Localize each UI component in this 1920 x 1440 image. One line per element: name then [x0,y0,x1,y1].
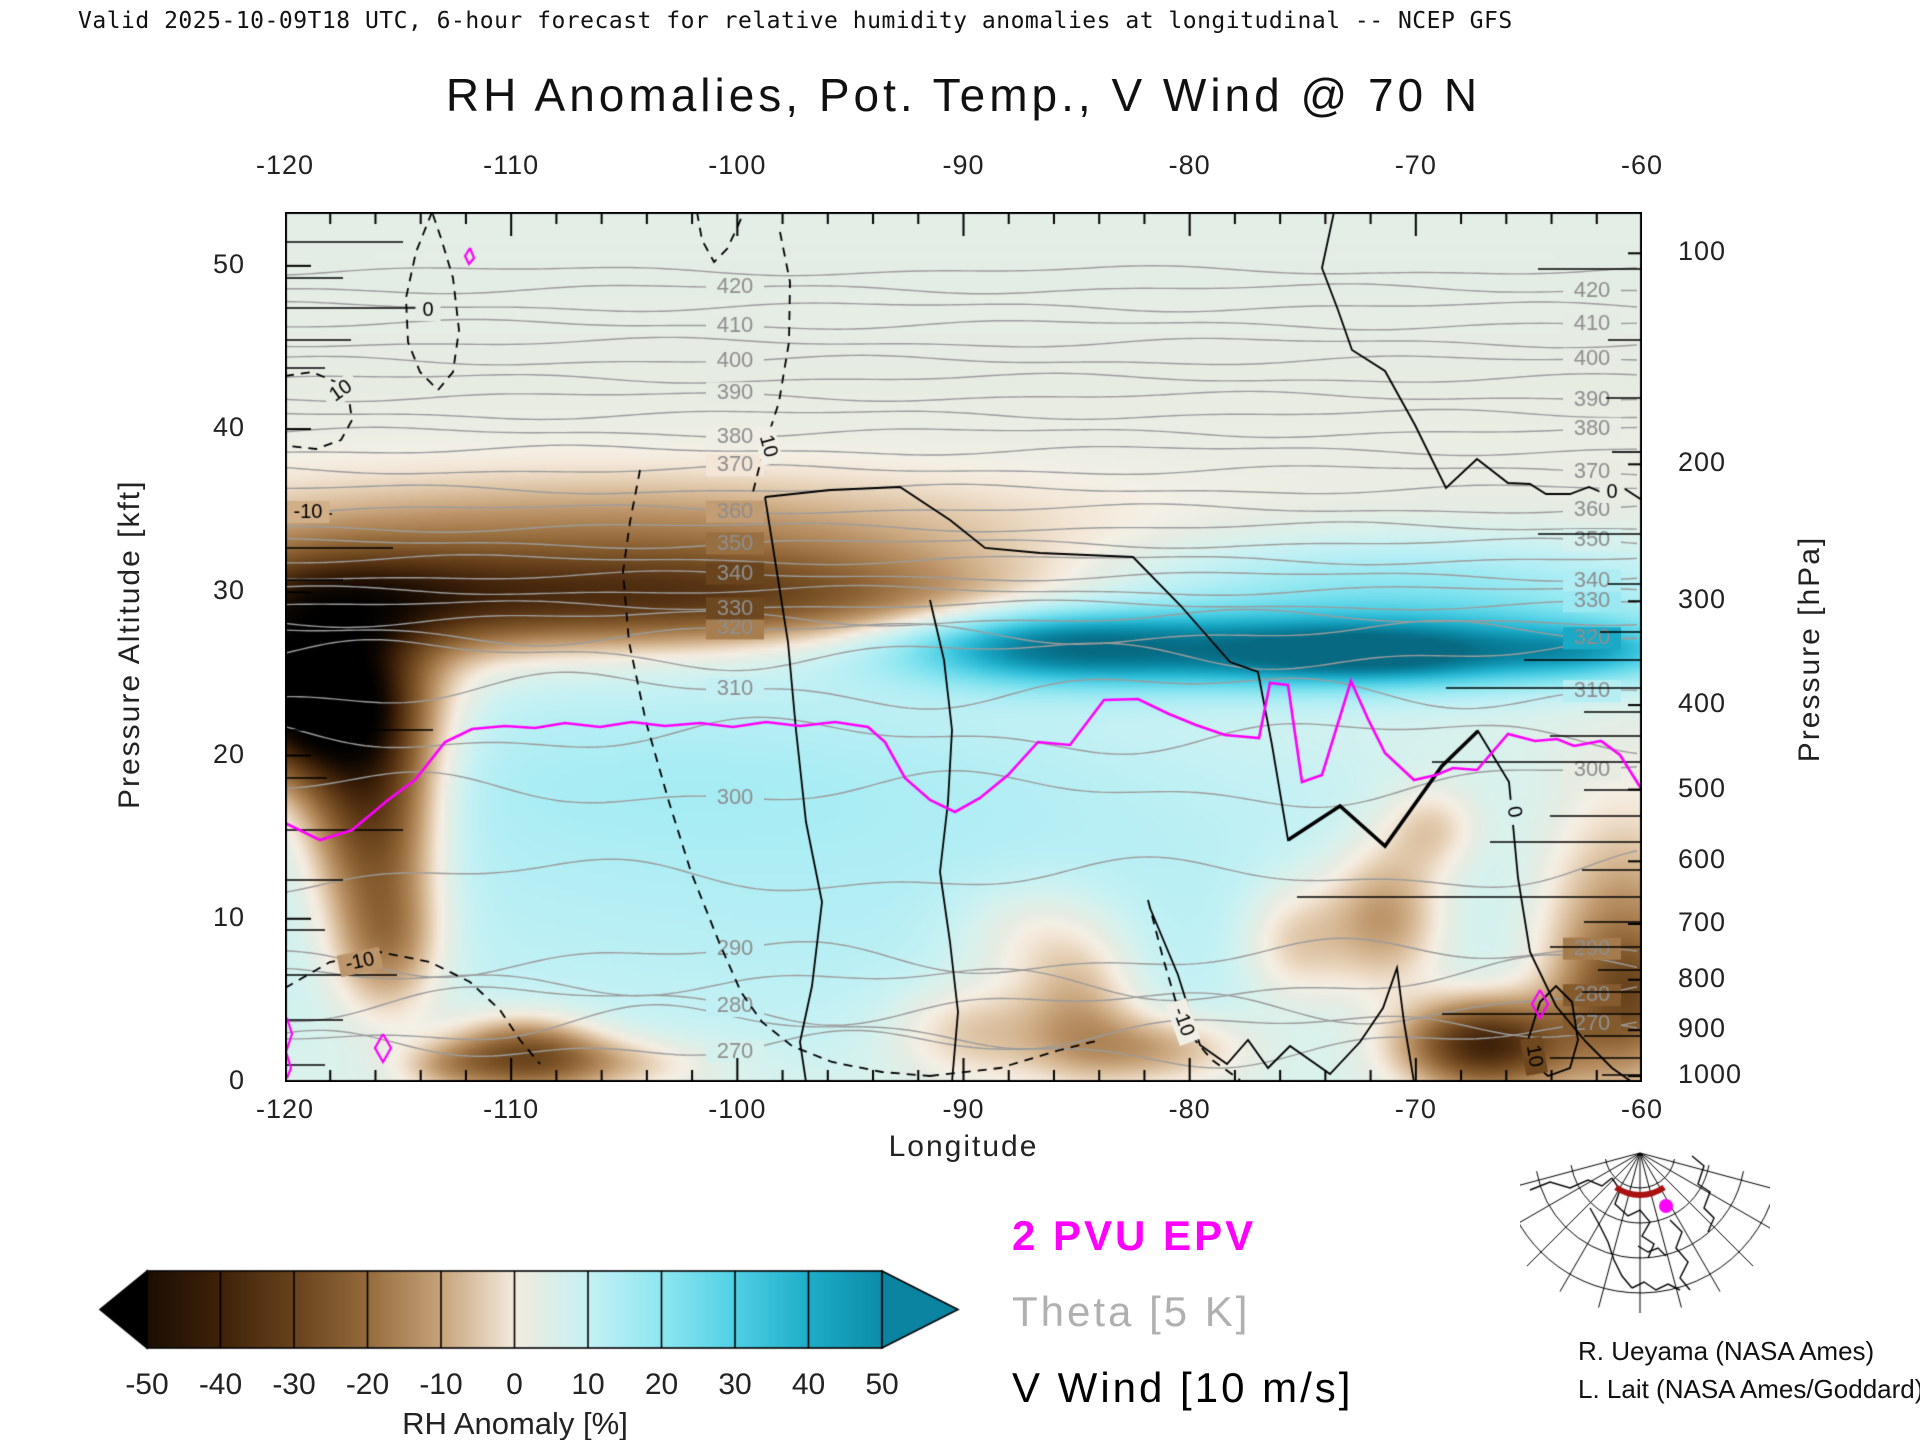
hpa-tick-label: 900 [1678,1013,1727,1044]
legend-vwind: V Wind [10 m/s] [1012,1364,1354,1411]
hpa-tick-label: 600 [1678,844,1727,875]
colorbar-tick-label: 0 [506,1368,523,1401]
top-lon-tick-label: -110 [483,150,540,180]
colorbar-tick-label: -50 [125,1368,169,1401]
legend-epv: 2 PVU EPV [1012,1212,1257,1259]
kft-tick-label: 10 [212,901,245,932]
bottom-lon-tick-label: -80 [1168,1094,1211,1124]
chart-title: RH Anomalies, Pot. Temp., V Wind @ 70 N [445,69,1482,121]
bottom-lon-tick-label: -90 [942,1094,985,1124]
colorbar-tick-label: 20 [644,1368,679,1401]
kft-tick-label: 0 [228,1065,245,1095]
x-axis-title: Longitude [888,1130,1039,1163]
bottom-lon-tick-label: -110 [483,1094,540,1124]
top-lon-tick-label: -70 [1394,150,1437,180]
hpa-tick-label: 700 [1678,906,1727,937]
hpa-tick-label: 1000 [1678,1059,1743,1090]
bottom-lon-tick-label: -70 [1394,1094,1437,1124]
top-lon-tick-label: -90 [942,150,985,180]
cross-section-plot [285,212,1642,1082]
colorbar-tick-label: 50 [865,1368,899,1401]
kft-tick-label: 50 [212,248,245,279]
colorbar-tick-label: 40 [791,1368,826,1401]
top-lon-tick-label: -60 [1620,150,1664,180]
kft-tick-label: 40 [212,412,245,443]
colorbar-tick-label: 10 [571,1368,605,1401]
colorbar-tick-label: 30 [718,1368,752,1401]
kft-tick-label: 30 [212,575,245,606]
top-lon-tick-label: -120 [255,150,315,180]
kft-tick-label: 20 [212,738,245,769]
hpa-tick-label: 100 [1678,236,1727,267]
credit-line-2: L. Lait (NASA Ames/Goddard) [1578,1374,1920,1404]
top-lon-tick-label: -100 [708,150,767,180]
rh-anomaly-colorbar [70,1248,970,1363]
colorbar-tick-label: -30 [272,1368,316,1401]
bottom-lon-tick-label: -100 [708,1094,767,1124]
right-axis-title: Pressure [hPa] [1793,535,1826,763]
colorbar-tick-label: -20 [345,1368,390,1401]
credit-line-1: R. Ueyama (NASA Ames) [1578,1336,1875,1366]
bottom-lon-tick-label: -120 [255,1094,315,1124]
legend-theta: Theta [5 K] [1012,1288,1251,1335]
hpa-tick-label: 200 [1678,447,1727,478]
hpa-tick-label: 800 [1678,962,1727,993]
hpa-tick-label: 500 [1678,772,1727,803]
colorbar-tick-label: -10 [419,1368,463,1401]
bottom-lon-tick-label: -60 [1620,1094,1664,1124]
hpa-tick-label: 300 [1678,584,1727,615]
valid-time-header: Valid 2025-10-09T18 UTC, 6-hour forecast… [78,8,1513,34]
rh-anomaly-field-canvas [285,212,1642,1082]
colorbar-tick-label: -40 [198,1368,243,1401]
top-lon-tick-label: -80 [1168,150,1211,180]
hpa-tick-label: 400 [1678,688,1727,719]
left-axis-title: Pressure Altitude [kft] [113,479,146,809]
inset-location-map [1520,1128,1770,1313]
colorbar-caption: RH Anomaly [%] [402,1406,628,1440]
